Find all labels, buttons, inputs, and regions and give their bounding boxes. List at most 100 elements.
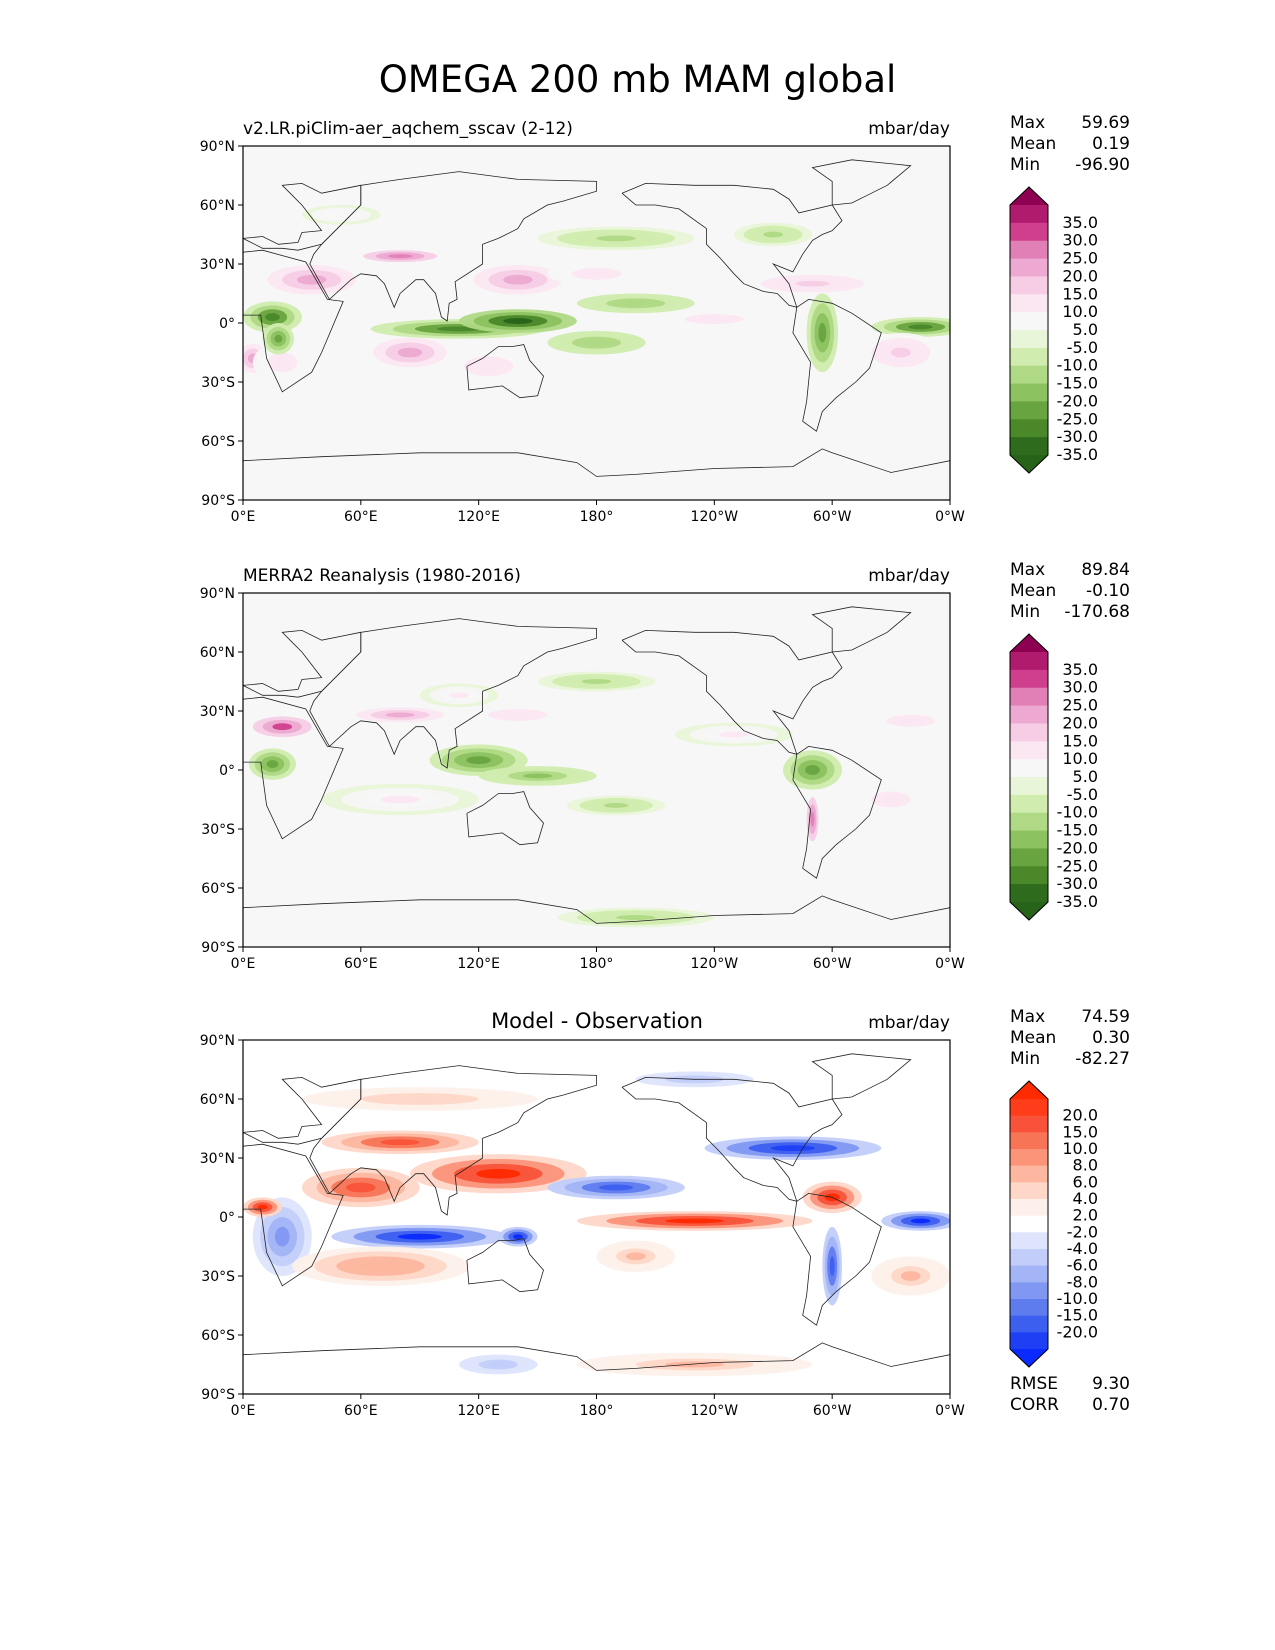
colorbar-bin [1010, 437, 1048, 456]
colorbar-label: -15.0 [1057, 1306, 1098, 1325]
colorbar-bin [1010, 1132, 1048, 1150]
lon-tick-label: 0°W [935, 956, 965, 972]
colorbar-bin [1010, 1282, 1048, 1300]
coastline [792, 745, 882, 879]
field-contour [476, 1168, 521, 1179]
colorbar: 20.015.010.08.06.04.02.0-2.0-4.0-6.0-8.0… [1009, 1080, 1098, 1368]
lat-tick-label: 30°N [200, 257, 235, 273]
lon-tick-label: 60°E [344, 509, 378, 525]
model-panel: v2.LR.piClim-aer_aqchem_sscav (2-12) mba… [200, 113, 1130, 525]
colorbar-label: -8.0 [1067, 1272, 1098, 1291]
colorbar-label: 30.0 [1062, 231, 1098, 250]
lat-tick-label: 60°S [201, 1328, 235, 1344]
figure-title: OMEGA 200 mb MAM global [378, 58, 897, 101]
colorbar-label: -10.0 [1057, 356, 1098, 375]
coastline [309, 618, 597, 769]
colorbar-extend-top [1010, 634, 1048, 652]
stat-label: Min [1010, 602, 1040, 622]
stats-box: Max 74.59 Mean 0.30 Min -82.27 [1010, 1007, 1130, 1069]
field-contour [266, 760, 279, 769]
lon-tick-label: 180° [580, 956, 614, 972]
lat-tick-label: 90°N [200, 139, 235, 155]
field-contour [397, 347, 423, 358]
colorbar-label: 4.0 [1073, 1189, 1098, 1208]
lon-tick-label: 0°E [231, 1403, 256, 1419]
lat-tick-label: 90°N [200, 1033, 235, 1049]
stat-value: -0.10 [1086, 581, 1130, 601]
colorbar-bin [1010, 884, 1048, 903]
colorbar-bin [1010, 1099, 1048, 1117]
map-plot: 90°N 60°N 30°N 0° 30°S 60°S 90°S0°E 60°E 120°E 18… [200, 1033, 965, 1419]
field-contour [596, 235, 636, 242]
colorbar-extend-bottom [1010, 455, 1048, 473]
lat-tick-label: 60°N [200, 198, 235, 214]
field-contour [699, 316, 730, 322]
lon-tick-label: 120°W [691, 509, 739, 525]
colorbar-label: -5.0 [1067, 785, 1098, 804]
colorbar-bin [1010, 723, 1048, 742]
stat-label: Mean [1010, 134, 1056, 154]
colorbar-bin [1010, 205, 1048, 224]
field-contour [466, 756, 491, 765]
colorbar-label: 2.0 [1073, 1206, 1098, 1225]
rmse-label: RMSE [1010, 1374, 1058, 1394]
field-contour [881, 795, 901, 804]
coastline [792, 298, 882, 432]
lon-tick-label: 60°W [813, 509, 852, 525]
colorbar-bin [1010, 1199, 1048, 1217]
field-contour [380, 795, 420, 804]
stat-value: -96.90 [1075, 155, 1130, 175]
coastline [243, 182, 362, 251]
coastline [243, 696, 344, 840]
observation-panel: MERRA2 Reanalysis (1980-2016) mbar/day 9… [200, 560, 1130, 972]
lat-tick-label: 90°N [200, 586, 235, 602]
colorbar-label: -5.0 [1067, 338, 1098, 357]
colorbar-extend-top [1010, 187, 1048, 205]
lat-tick-label: 90°S [201, 493, 235, 509]
metrics-box: RMSE 9.30 CORR 0.70 [1010, 1374, 1130, 1415]
field-contour [810, 811, 815, 827]
coastline [243, 1143, 344, 1287]
panel-units: mbar/day [868, 119, 950, 139]
stat-label: Min [1010, 1049, 1040, 1069]
lon-tick-label: 120°W [691, 1403, 739, 1419]
coastline [621, 629, 843, 755]
colorbar-label: 30.0 [1062, 678, 1098, 697]
colorbar-label: 20.0 [1062, 713, 1098, 732]
colorbar-label: 5.0 [1073, 767, 1098, 786]
colorbar-bin [1010, 1249, 1048, 1267]
colorbar-bin [1010, 1115, 1048, 1133]
colorbar-bin [1010, 652, 1048, 671]
field-contour [770, 1145, 815, 1152]
colorbar-label: 35.0 [1062, 213, 1098, 232]
field-contour [503, 318, 533, 324]
lat-tick-label: 0° [219, 763, 235, 779]
field-contour [385, 712, 415, 718]
colorbar-label: -15.0 [1057, 374, 1098, 393]
lon-tick-label: 0°W [935, 509, 965, 525]
colorbar: 35.030.025.020.015.010.05.0-5.0-10.0-15.… [1009, 186, 1098, 474]
field-contour [625, 1252, 646, 1261]
colorbar-label: -20.0 [1057, 838, 1098, 857]
panel-subtitle: Model - Observation [491, 1009, 703, 1033]
field-layer [243, 1053, 950, 1377]
field-contour [397, 1233, 442, 1240]
stat-label: Max [1010, 1007, 1045, 1027]
coastline [621, 1076, 843, 1202]
field-contour [719, 731, 749, 738]
coastline [466, 1238, 544, 1293]
panel-units: mbar/day [868, 1013, 950, 1033]
colorbar-label: -20.0 [1057, 391, 1098, 410]
colorbar-label: 15.0 [1062, 731, 1098, 750]
lat-tick-label: 60°N [200, 1092, 235, 1108]
lon-tick-label: 180° [580, 509, 614, 525]
corr-label: CORR [1010, 1395, 1059, 1415]
field-contour [829, 1256, 835, 1276]
lon-tick-label: 0°W [935, 1403, 965, 1419]
colorbar-label: 20.0 [1062, 1106, 1098, 1125]
colorbar-bin [1010, 1315, 1048, 1333]
field-contour [274, 1226, 290, 1247]
colorbar-label: -10.0 [1057, 803, 1098, 822]
lat-tick-label: 30°N [200, 704, 235, 720]
field-contour [390, 1096, 450, 1102]
